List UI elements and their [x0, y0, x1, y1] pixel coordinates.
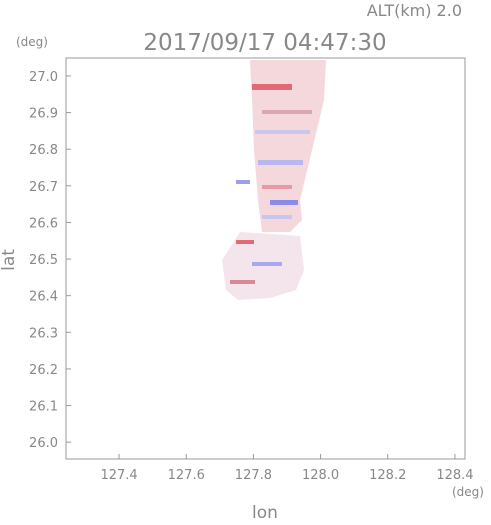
- y-tick-label: 26.4: [29, 290, 58, 305]
- x-tick-label: 127.8: [235, 468, 272, 483]
- x-tick-label: 128.0: [302, 468, 339, 483]
- y-tick-label: 26.7: [29, 180, 58, 195]
- plot-frame: [65, 57, 466, 460]
- x-tick-label: 127.4: [100, 468, 137, 483]
- y-tick-label: 26.0: [29, 436, 58, 451]
- y-axis-label: lat: [0, 249, 19, 271]
- radar-echo: [222, 60, 326, 300]
- y-tick-label: 26.2: [29, 363, 58, 378]
- y-unit: (deg): [16, 35, 48, 49]
- y-tick-label: 27.0: [29, 70, 58, 85]
- y-tick-label: 26.8: [29, 143, 58, 158]
- x-tick-label: 128.4: [436, 468, 473, 483]
- altitude-label: ALT(km) 2.0: [367, 1, 462, 20]
- x-tick-label: 127.6: [168, 468, 205, 483]
- x-unit: (deg): [452, 485, 484, 499]
- y-tick-label: 26.9: [29, 107, 58, 122]
- y-tick-label: 26.6: [29, 216, 58, 231]
- chart-title: 2017/09/17 04:47:30: [143, 30, 386, 56]
- x-axis-label: lon: [252, 503, 278, 521]
- x-tick-label: 128.2: [369, 468, 406, 483]
- y-tick-label: 26.1: [29, 400, 58, 415]
- y-tick-label: 26.5: [29, 253, 58, 268]
- y-tick-label: 26.3: [29, 326, 58, 341]
